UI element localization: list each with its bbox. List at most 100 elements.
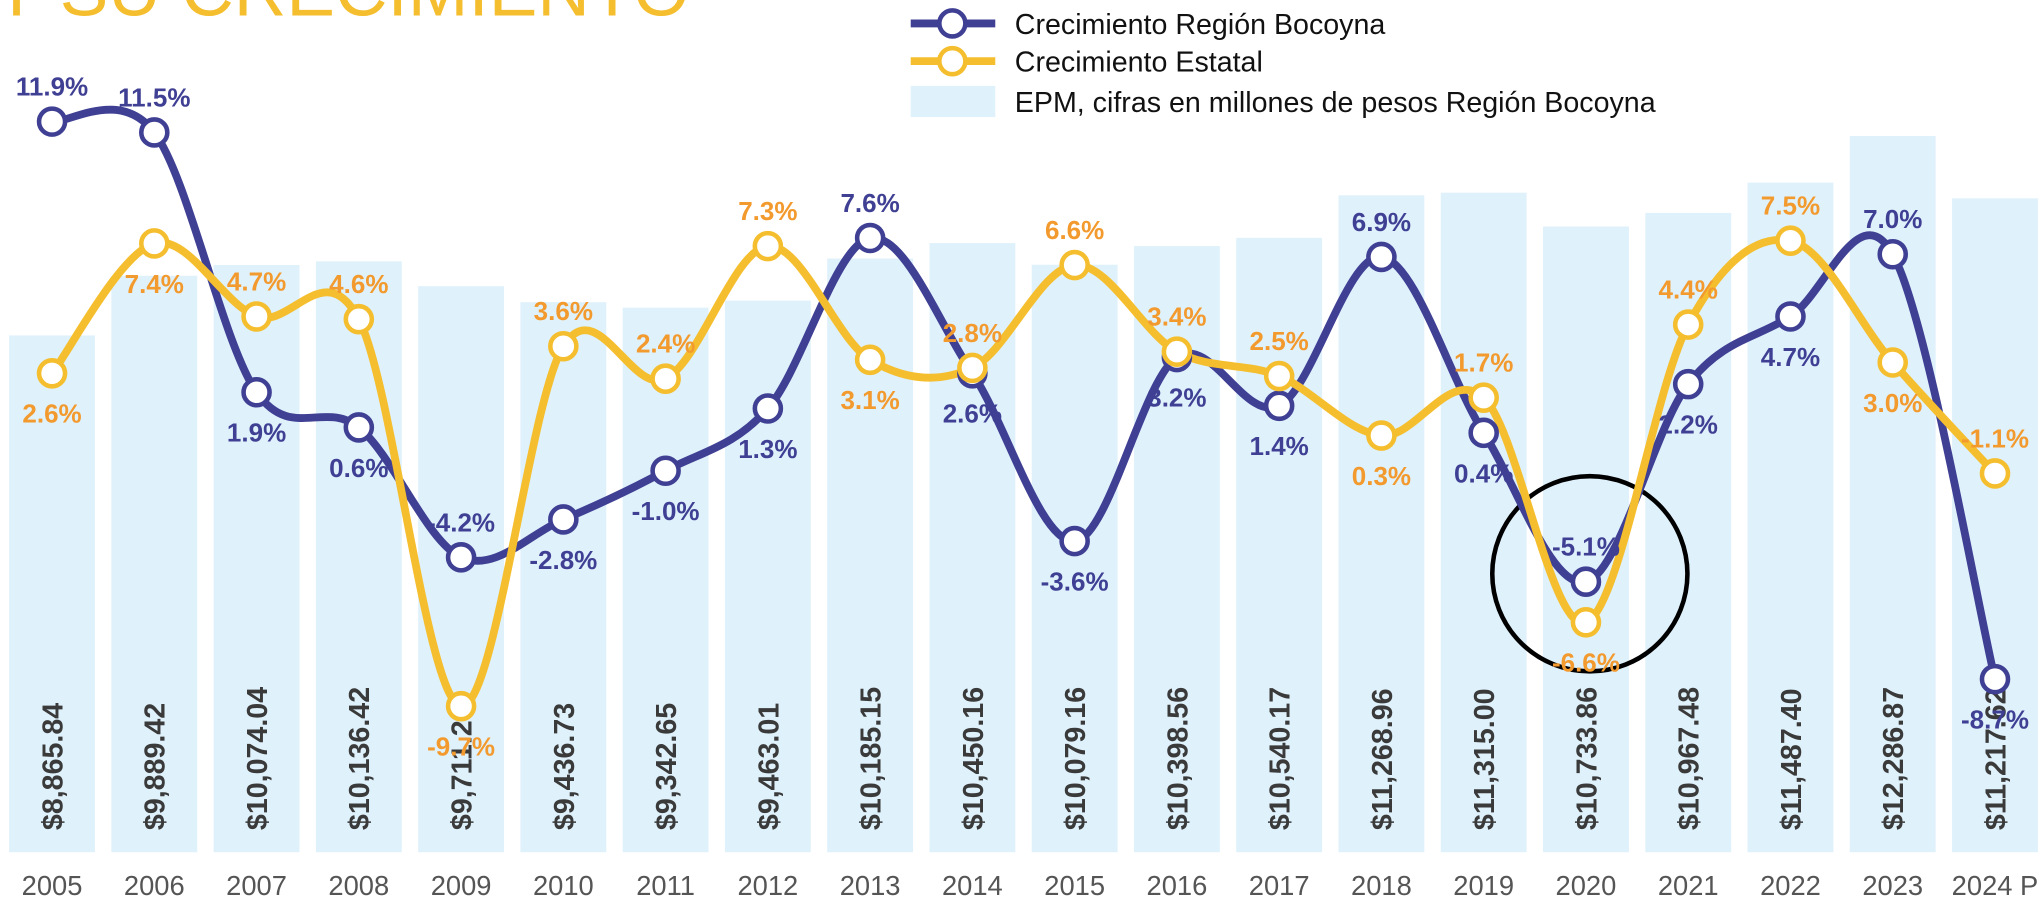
legend-label: Crecimiento Región Bocoyna: [1015, 9, 1386, 41]
marker: [343, 303, 375, 335]
bar-value-label: $8,865.84: [37, 703, 69, 830]
marker: [1775, 225, 1806, 256]
bar-value-label: $9,436.73: [549, 703, 581, 830]
x-tick-label: 2008: [328, 870, 389, 901]
data-label: 0.3%: [1352, 461, 1411, 491]
bar-value-label: $9,889.42: [140, 703, 172, 830]
highlight-circle: [1489, 473, 1690, 674]
data-label: -3.6%: [1041, 567, 1109, 597]
marker: [1877, 347, 1909, 378]
data-label: -4.2%: [427, 507, 495, 537]
legend-swatch: [910, 85, 996, 118]
data-label: 7.6%: [840, 188, 899, 218]
data-label: -6.6%: [1552, 648, 1620, 678]
bar: [213, 265, 300, 853]
bar-value-label: $11,315.00: [1469, 688, 1501, 830]
marker: [1468, 417, 1499, 449]
marker: [1775, 301, 1806, 332]
data-label: 4.6%: [329, 269, 388, 299]
legend-marker: [937, 45, 968, 77]
x-tick-label: 2009: [431, 870, 492, 901]
bar-value-label: $11,268.96: [1367, 688, 1399, 830]
marker: [343, 412, 375, 443]
marker: [1263, 390, 1295, 422]
marker: [1570, 566, 1602, 597]
bar: [1338, 195, 1425, 853]
marker: [241, 301, 272, 332]
marker: [957, 352, 988, 384]
data-label: 3.0%: [1863, 388, 1922, 418]
x-tick-label: 2022: [1760, 870, 1821, 901]
x-tick-label: 2018: [1351, 870, 1412, 901]
bar-value-label: $10,540.17: [1265, 687, 1297, 830]
bar: [1031, 264, 1118, 853]
x-tick-label: 2006: [124, 870, 185, 901]
bar-value-label: $10,074.04: [242, 687, 274, 830]
x-tick-label: 2010: [533, 870, 594, 901]
marker: [1672, 368, 1704, 400]
marker: [1570, 606, 1602, 638]
marker: [1263, 360, 1295, 392]
x-tick-label: 2017: [1249, 870, 1310, 901]
data-label: -2.8%: [529, 545, 597, 575]
bar: [111, 275, 198, 853]
bar: [622, 307, 709, 853]
x-tick-label: 2020: [1556, 870, 1617, 901]
bar: [9, 335, 95, 853]
x-tick-label: 2021: [1658, 870, 1719, 901]
data-label: -5.1%: [1552, 532, 1620, 562]
x-tick-label: 2012: [737, 870, 798, 901]
bar-value-label: $12,286.87: [1878, 687, 1910, 830]
data-label: 3.1%: [840, 385, 899, 415]
data-label: -9.7%: [427, 732, 495, 762]
data-label: 2.8%: [943, 318, 1002, 348]
marker: [854, 222, 886, 254]
x-tick-label: 2016: [1147, 870, 1208, 901]
x-tick-label: 2024 P: [1952, 870, 2039, 901]
data-label: 2.2%: [1659, 410, 1718, 440]
marker: [1672, 309, 1704, 340]
data-label: 7.0%: [1863, 204, 1922, 234]
marker: [1877, 238, 1909, 270]
bar: [724, 300, 811, 853]
data-label: 6.9%: [1352, 207, 1411, 237]
x-tick-label: 2015: [1044, 870, 1105, 901]
bar: [520, 302, 607, 853]
marker: [445, 542, 477, 573]
bar-value-label: $9,463.01: [753, 703, 785, 830]
marker: [752, 393, 784, 424]
marker: [1979, 458, 2011, 489]
data-label: 7.4%: [125, 269, 184, 299]
x-tick-label: 2011: [636, 870, 695, 901]
data-label: 2.4%: [636, 329, 695, 359]
data-label: 4.4%: [1659, 275, 1718, 305]
data-label: 2.6%: [22, 399, 81, 429]
marker: [1161, 336, 1193, 367]
bar-value-label: $10,398.56: [1162, 687, 1194, 830]
data-label: 4.7%: [227, 266, 286, 296]
data-label: 11.9%: [16, 72, 88, 102]
marker: [650, 455, 681, 487]
bar-value-label: $9,711.20: [446, 704, 478, 830]
marker: [139, 117, 170, 148]
bar: [1747, 182, 1834, 853]
bar-value-label: $11,487.40: [1776, 688, 1808, 830]
legend-label: EPM, cifras en millones de pesos Región …: [1015, 87, 1656, 119]
marker: [36, 106, 68, 137]
data-label: 3.6%: [534, 296, 593, 326]
data-label: 7.5%: [1761, 191, 1820, 221]
bar-value-label: $10,967.48: [1674, 687, 1706, 830]
marker: [650, 363, 681, 395]
bar: [1440, 192, 1527, 853]
chart-title: Y SU CRECIMIENTO: [0, 0, 690, 32]
data-label: 4.7%: [1761, 342, 1820, 372]
data-label: 1.4%: [1250, 431, 1309, 461]
x-tick-label: 2019: [1453, 870, 1514, 901]
marker: [1468, 382, 1499, 413]
data-label: -1.1%: [1961, 423, 2029, 453]
bar: [315, 261, 402, 853]
data-label: 3.4%: [1147, 302, 1206, 332]
bar-value-label: $11,217.62: [1980, 688, 2012, 830]
marker: [36, 358, 68, 389]
